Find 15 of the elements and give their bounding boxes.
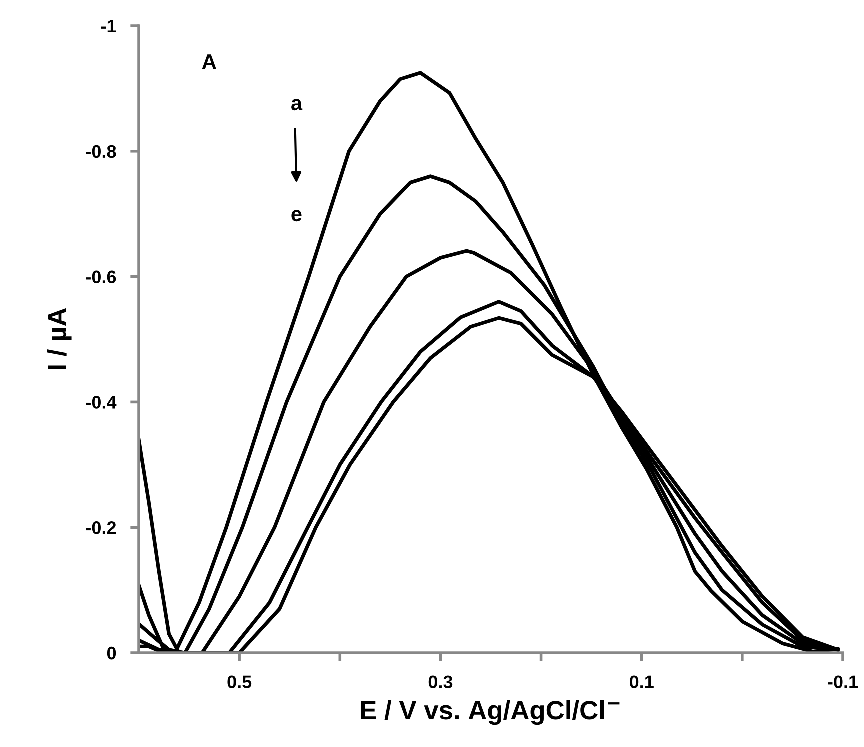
y-tick-label: -1 [101,20,116,33]
y-tick-label: 0 [107,646,116,660]
x-tick-label: 0.3 [428,676,453,689]
x-tick-label: 0.1 [630,676,654,688]
y-tick-label: -0.8 [86,145,116,158]
y-axis-title: I / µA [47,308,72,370]
y-tick-label: -0.6 [86,270,116,284]
y-tick-label: -0.4 [86,396,117,409]
x-tick-label: -0.1 [828,676,858,688]
x-axis-title: E / V vs. Ag/AgCl/Cl$^{−}$ [361,700,620,726]
y-tick-label: -0.2 [86,522,116,534]
annotation: A [202,54,216,70]
x-tick-label: 0.5 [228,676,252,688]
annotation: a [292,99,303,111]
annotation: e [292,210,302,222]
